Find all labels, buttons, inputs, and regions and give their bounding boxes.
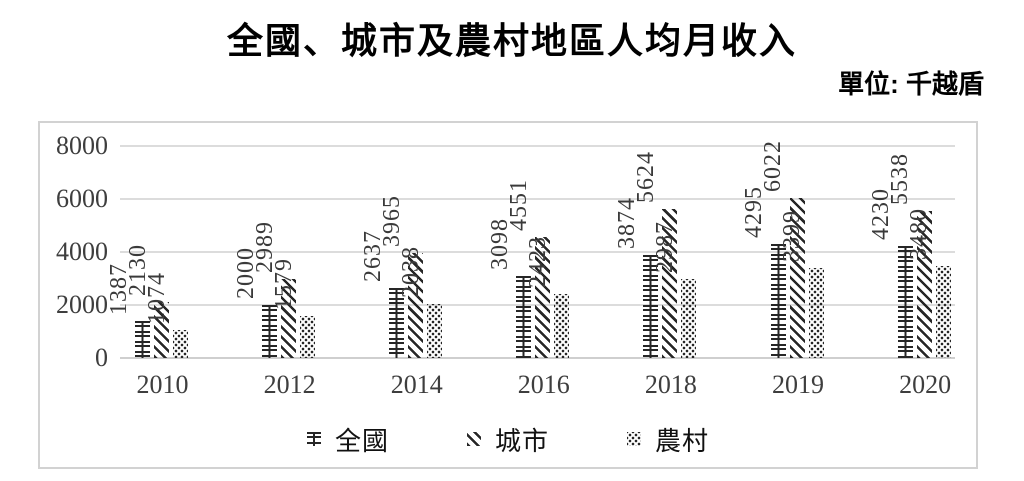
bar-h-chain — [389, 288, 405, 358]
bar-h-chain — [770, 244, 786, 358]
y-axis-tick-label: 2000 — [56, 290, 108, 319]
bar-dots — [554, 293, 570, 358]
bar-diagonal-stripes — [662, 208, 678, 358]
bar-dots — [808, 267, 824, 358]
bar-diagonal-stripes — [535, 237, 551, 358]
legend-label: 農村 — [655, 425, 710, 456]
legend-item: 城市 — [466, 421, 549, 458]
legend-item: 農村 — [627, 421, 709, 458]
bar-diagonal-stripes — [154, 301, 169, 358]
legend-label: 全國 — [334, 425, 389, 456]
bar-value-label: 5624 — [632, 150, 659, 203]
chart-title: 全國、城市及農村地區人均月收入 — [226, 20, 797, 61]
bar-dots — [681, 278, 697, 358]
bar-value-label: 2987 — [651, 220, 678, 273]
y-axis-tick-label: 0 — [95, 343, 108, 372]
bar-value-label: 5538 — [887, 153, 914, 206]
bar-value-label: 6022 — [760, 140, 786, 193]
x-axis-category-label: 2016 — [517, 370, 570, 399]
bar-value-label: 2423 — [524, 235, 551, 288]
bar-h-chain — [643, 255, 659, 358]
legend-label: 城市 — [494, 425, 549, 456]
bar-h-chain — [262, 305, 278, 358]
legend-marker-diagonal-stripes-icon — [466, 432, 481, 446]
bar-h-chain — [135, 321, 150, 358]
bar-value-label: 4295 — [741, 186, 767, 239]
bar-value-label: 3399 — [779, 209, 805, 262]
legend: 全國 城市 農村 — [40, 419, 976, 459]
x-axis-category-label: 2018 — [644, 370, 697, 399]
bar-h-chain — [897, 245, 913, 358]
gridline — [120, 145, 955, 147]
bar-diagonal-stripes — [281, 278, 297, 358]
bar-value-label: 2038 — [397, 245, 424, 298]
gridline — [120, 198, 955, 200]
x-axis-category-label: 2019 — [772, 370, 824, 399]
y-axis-tick-label: 8000 — [56, 131, 108, 160]
chart-frame: 0 2000 4000 6000 8000 2010 1387 2130 1074 2012 200… — [38, 121, 978, 469]
gridline — [120, 357, 955, 359]
bar-value-label: 3965 — [378, 194, 405, 247]
bar-h-chain — [516, 275, 532, 358]
x-axis-category-label: 2014 — [390, 370, 443, 399]
bar-dots — [935, 265, 951, 358]
bar-dots — [173, 329, 188, 358]
bar-diagonal-stripes — [916, 211, 932, 358]
x-axis-category-label: 2020 — [899, 370, 952, 399]
y-axis-tick-label: 6000 — [56, 184, 108, 213]
bar-diagonal-stripes — [789, 198, 805, 358]
legend-item: 全國 — [306, 421, 389, 458]
x-axis-category-label: 2012 — [263, 370, 316, 399]
legend-marker-dots-icon — [627, 432, 641, 446]
bar-value-label: 1074 — [143, 271, 170, 324]
bar-value-label: 3874 — [613, 197, 640, 250]
bar-value-label: 3480 — [906, 207, 933, 260]
bar-diagonal-stripes — [408, 252, 424, 358]
bar-value-label: 1579 — [270, 258, 297, 311]
unit-label: 單位: 千越盾 — [838, 69, 984, 99]
bar-dots — [300, 316, 316, 358]
legend-marker-h-chain-icon — [306, 432, 321, 446]
y-axis-tick-label: 4000 — [56, 237, 108, 266]
x-axis-category-label: 2010 — [136, 370, 189, 399]
bar-dots — [427, 303, 443, 358]
bar-value-label: 4551 — [505, 179, 532, 232]
